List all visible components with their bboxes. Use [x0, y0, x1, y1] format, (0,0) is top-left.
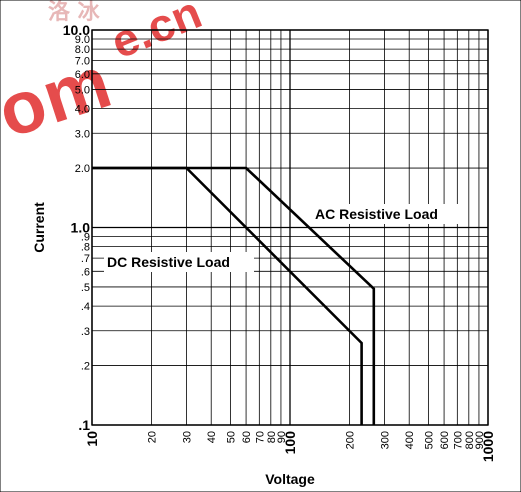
- y-tick-label: 6.0: [75, 69, 90, 81]
- y-tick-label: 4.0: [75, 104, 90, 116]
- y-tick-label: .2: [81, 361, 90, 373]
- y-tick-label: .5: [81, 282, 90, 294]
- dc-load-label: DC Resistive Load: [107, 254, 230, 270]
- series-line-ac: [92, 166, 376, 425]
- x-tick-label: 500: [423, 431, 435, 449]
- x-tick-label: 100: [282, 431, 298, 455]
- annotations: AC Resistive Load DC Resistive Load: [104, 204, 464, 272]
- annotation-background: [104, 252, 254, 272]
- y-tick-label: 10.0: [63, 22, 90, 38]
- plot-area: [91, 29, 489, 426]
- x-tick-label: 900: [474, 431, 486, 449]
- x-tick-label: 10: [84, 431, 100, 447]
- y-tick-label: 9.0: [75, 34, 90, 46]
- y-tick-label: .3: [81, 326, 90, 338]
- x-tick-label: 200: [345, 431, 357, 449]
- y-tick-label: 7.0: [75, 56, 90, 68]
- x-tick-label: 700: [452, 431, 464, 449]
- x-tick-label: 90: [276, 431, 288, 443]
- y-tick-label: .7: [81, 253, 90, 265]
- y-tick-label: .4: [81, 301, 90, 313]
- y-tick-label: .8: [81, 242, 90, 254]
- series-lines: [92, 166, 376, 425]
- y-tick-label: 5.0: [75, 84, 90, 96]
- x-tick-label: 40: [206, 431, 218, 443]
- y-tick-label: .1: [78, 417, 90, 433]
- y-axis-label: Current: [31, 202, 47, 253]
- x-tick-label: 20: [147, 431, 159, 443]
- x-tick-label: 1000: [480, 431, 496, 462]
- y-tick-label: .6: [81, 266, 90, 278]
- y-tick-labels: 10.09.08.07.06.0 5.0 4.0 3.0 2.0 1.0.9.8.7.6.…: [63, 22, 90, 433]
- x-tick-label: 300: [379, 431, 391, 449]
- y-tick-label: .9: [81, 232, 90, 244]
- ac-load-label: AC Resistive Load: [315, 206, 438, 222]
- y-tick-label: 8.0: [75, 44, 90, 56]
- annotation-background: [312, 204, 464, 224]
- x-tick-label: 80: [266, 431, 278, 443]
- x-tick-label: 70: [254, 431, 266, 443]
- x-axis-label: Voltage: [265, 471, 315, 487]
- y-tick-label: 3.0: [75, 128, 90, 140]
- y-tick-label: 2.0: [75, 163, 90, 175]
- grid-lines: [91, 29, 489, 426]
- x-tick-label: 600: [439, 431, 451, 449]
- x-tick-label: 400: [404, 431, 416, 449]
- watermark-cjk: 洛 冰: [48, 0, 100, 25]
- y-tick-label: 1.0: [71, 220, 91, 236]
- x-tick-label: 800: [464, 431, 476, 449]
- x-tick-label: 30: [181, 431, 193, 443]
- x-tick-label: 50: [225, 431, 237, 443]
- x-tick-label: 60: [241, 431, 253, 443]
